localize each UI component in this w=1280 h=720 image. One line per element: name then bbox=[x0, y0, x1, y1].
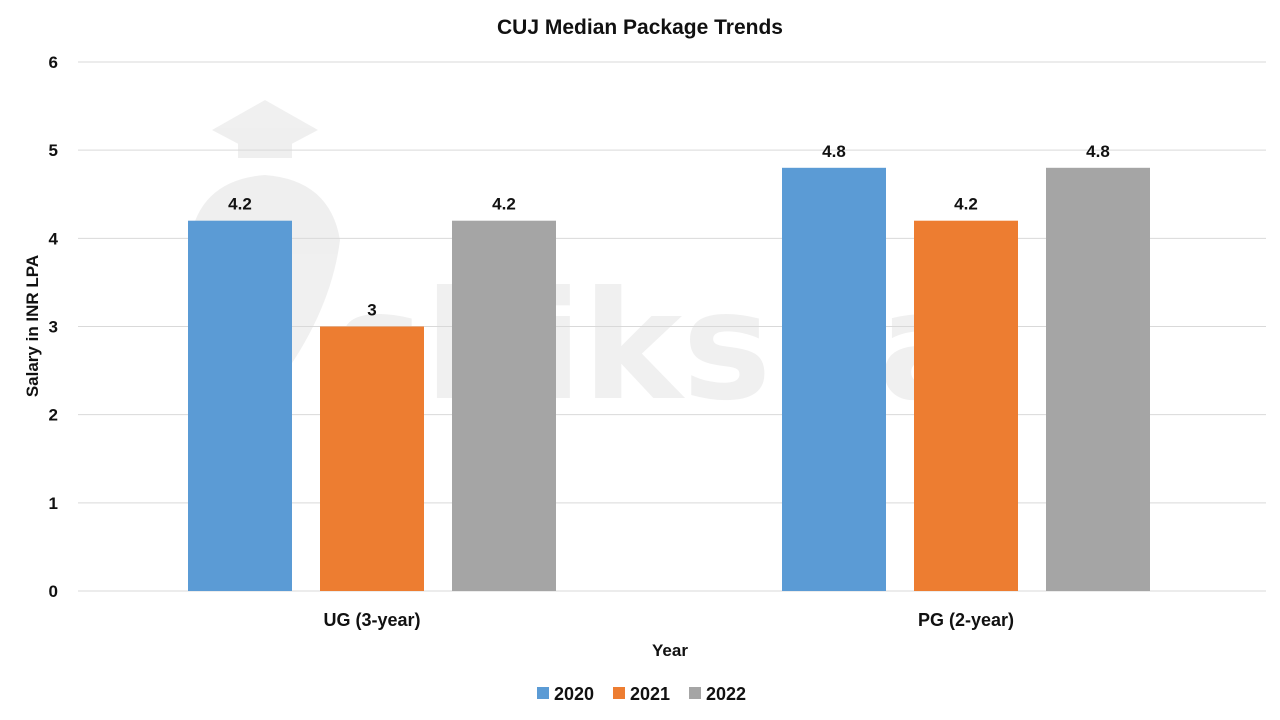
legend-swatch-2022 bbox=[689, 687, 701, 699]
y-tick-label: 5 bbox=[49, 141, 58, 160]
legend-label: 2022 bbox=[706, 684, 746, 704]
data-label: 3 bbox=[367, 301, 376, 320]
data-label: 4.8 bbox=[1086, 142, 1110, 161]
x-axis-title: Year bbox=[652, 641, 688, 660]
bars bbox=[188, 167, 1150, 592]
bar-2022-0 bbox=[452, 220, 556, 591]
legend-label: 2021 bbox=[630, 684, 670, 704]
x-axis-categories: UG (3-year) PG (2-year) bbox=[323, 610, 1014, 630]
legend-swatch-2020 bbox=[537, 687, 549, 699]
y-tick-label: 3 bbox=[49, 318, 58, 337]
y-tick-label: 1 bbox=[49, 494, 58, 513]
graduation-cap-icon bbox=[212, 100, 318, 158]
x-category-label: UG (3-year) bbox=[323, 610, 420, 630]
y-axis-title: Salary in INR LPA bbox=[23, 255, 42, 397]
data-label: 4.2 bbox=[954, 195, 978, 214]
y-tick-label: 4 bbox=[49, 229, 59, 248]
legend-swatch-2021 bbox=[613, 687, 625, 699]
legend-label: 2020 bbox=[554, 684, 594, 704]
y-axis-ticks: 0 1 2 3 4 5 6 bbox=[49, 53, 59, 601]
y-tick-label: 0 bbox=[49, 582, 58, 601]
bar-2022-1 bbox=[1046, 167, 1150, 592]
bar-2021-1 bbox=[914, 220, 1018, 591]
x-category-label: PG (2-year) bbox=[918, 610, 1014, 630]
legend: 2020 2021 2022 bbox=[537, 684, 746, 704]
data-label: 4.2 bbox=[228, 195, 252, 214]
y-tick-label: 2 bbox=[49, 406, 58, 425]
data-label: 4.2 bbox=[492, 195, 516, 214]
data-labels: 4.2 3 4.2 4.8 4.2 4.8 bbox=[228, 142, 1110, 320]
bar-2020-0 bbox=[188, 220, 292, 591]
y-tick-label: 6 bbox=[49, 53, 58, 72]
chart-title: CUJ Median Package Trends bbox=[497, 16, 783, 39]
data-label: 4.8 bbox=[822, 142, 846, 161]
bar-2020-1 bbox=[782, 167, 886, 592]
bar-2021-0 bbox=[320, 326, 424, 591]
